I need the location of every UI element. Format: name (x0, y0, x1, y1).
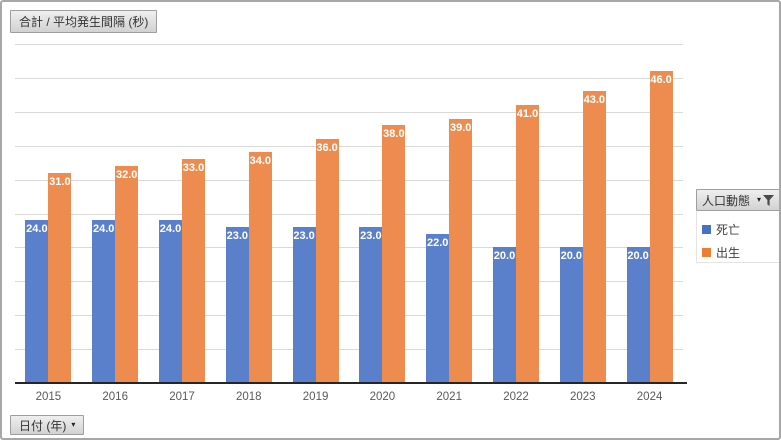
gridline (15, 349, 683, 351)
bar-value-label: 23.0 (293, 230, 315, 243)
bar-value-label: 31.0 (49, 175, 71, 188)
bar-value-label: 24.0 (159, 223, 182, 236)
bar-出生-2023[interactable] (582, 91, 606, 383)
bar-value-label: 39.0 (449, 121, 472, 134)
filter-icon (763, 194, 774, 206)
bar-value-label: 34.0 (249, 155, 271, 168)
x-axis-label: 2024 (636, 391, 663, 403)
bar-死亡-2021[interactable] (426, 233, 450, 383)
bar-value-label: 22.0 (426, 236, 449, 249)
legend-item-出生[interactable]: 出生 (702, 241, 779, 264)
x-axis-label: 2021 (436, 391, 462, 403)
bar-value-label: 41.0 (516, 108, 539, 121)
bar-出生-2020[interactable] (382, 125, 406, 383)
x-axis-label: 2022 (503, 391, 529, 403)
bar-value-label: 24.0 (26, 223, 48, 236)
bar-死亡-2019[interactable] (292, 227, 316, 383)
gridline (15, 281, 683, 283)
bar-value-label: 33.0 (182, 162, 205, 175)
bar-value-label: 23.0 (360, 230, 382, 243)
bar-value-label: 20.0 (627, 250, 649, 263)
bar-死亡-2020[interactable] (359, 227, 383, 383)
x-axis-label: 2018 (235, 391, 262, 403)
bar-value-label: 32.0 (115, 169, 138, 182)
bar-value-label: 20.0 (493, 250, 516, 263)
bar-出生-2019[interactable] (315, 138, 339, 383)
chevron-down-icon: ▾ (756, 195, 761, 204)
x-axis-label: 2016 (102, 391, 128, 403)
bar-value-label: 20.0 (560, 250, 582, 263)
bar-出生-2021[interactable] (449, 118, 473, 383)
bar-出生-2022[interactable] (516, 105, 539, 383)
legend: 死亡 出生 (696, 211, 779, 264)
gridline (15, 44, 683, 45)
x-axis-label: 2015 (35, 391, 62, 403)
gridline (15, 315, 683, 317)
axis-field-button[interactable]: 日付 (年) ▾ (10, 415, 85, 435)
bar-出生-2015[interactable] (48, 172, 72, 383)
legend-field-button[interactable]: 人口動態 ▾ (696, 189, 779, 211)
x-axis-label: 2017 (169, 391, 195, 403)
bar-value-label: 24.0 (92, 223, 115, 236)
legend-swatch (702, 225, 711, 234)
bar-出生-2024[interactable] (649, 71, 673, 383)
bar-出生-2018[interactable] (248, 152, 272, 383)
gridline (15, 145, 683, 147)
bar-value-label: 23.0 (226, 230, 248, 243)
bar-死亡-2017[interactable] (159, 220, 182, 383)
bar-出生-2016[interactable] (115, 166, 139, 383)
bar-出生-2017[interactable] (182, 159, 205, 383)
value-field-label: 合計 / 平均発生間隔 (秒) (19, 15, 149, 29)
bar-value-label: 38.0 (383, 128, 405, 141)
bar-value-label: 43.0 (583, 94, 605, 107)
x-axis-label: 2023 (569, 391, 596, 403)
bar-死亡-2024[interactable] (626, 247, 650, 383)
bar-value-label: 36.0 (316, 141, 338, 154)
chevron-down-icon: ▾ (71, 420, 76, 429)
gridline (15, 179, 683, 181)
gridline (15, 247, 683, 249)
x-axis-label: 2019 (302, 391, 329, 403)
x-axis-line (15, 382, 687, 384)
gridline (15, 111, 683, 113)
gridline (15, 213, 683, 215)
x-axis-label: 2020 (369, 391, 396, 403)
bar-死亡-2016[interactable] (92, 220, 116, 383)
bar-死亡-2022[interactable] (493, 247, 516, 383)
legend-label: 出生 (716, 246, 741, 260)
bar-死亡-2018[interactable] (225, 227, 249, 383)
bar-死亡-2015[interactable] (25, 220, 49, 383)
legend-label: 死亡 (716, 223, 741, 237)
bar-死亡-2023[interactable] (559, 247, 583, 383)
legend-field-label: 人口動態 (702, 193, 751, 208)
axis-field-label: 日付 (年) (19, 418, 67, 433)
gridline (15, 77, 683, 79)
bar-value-label: 46.0 (650, 74, 672, 87)
value-field-button[interactable]: 合計 / 平均発生間隔 (秒) (10, 10, 158, 33)
legend-item-死亡[interactable]: 死亡 (702, 218, 779, 241)
legend-swatch (702, 248, 711, 257)
